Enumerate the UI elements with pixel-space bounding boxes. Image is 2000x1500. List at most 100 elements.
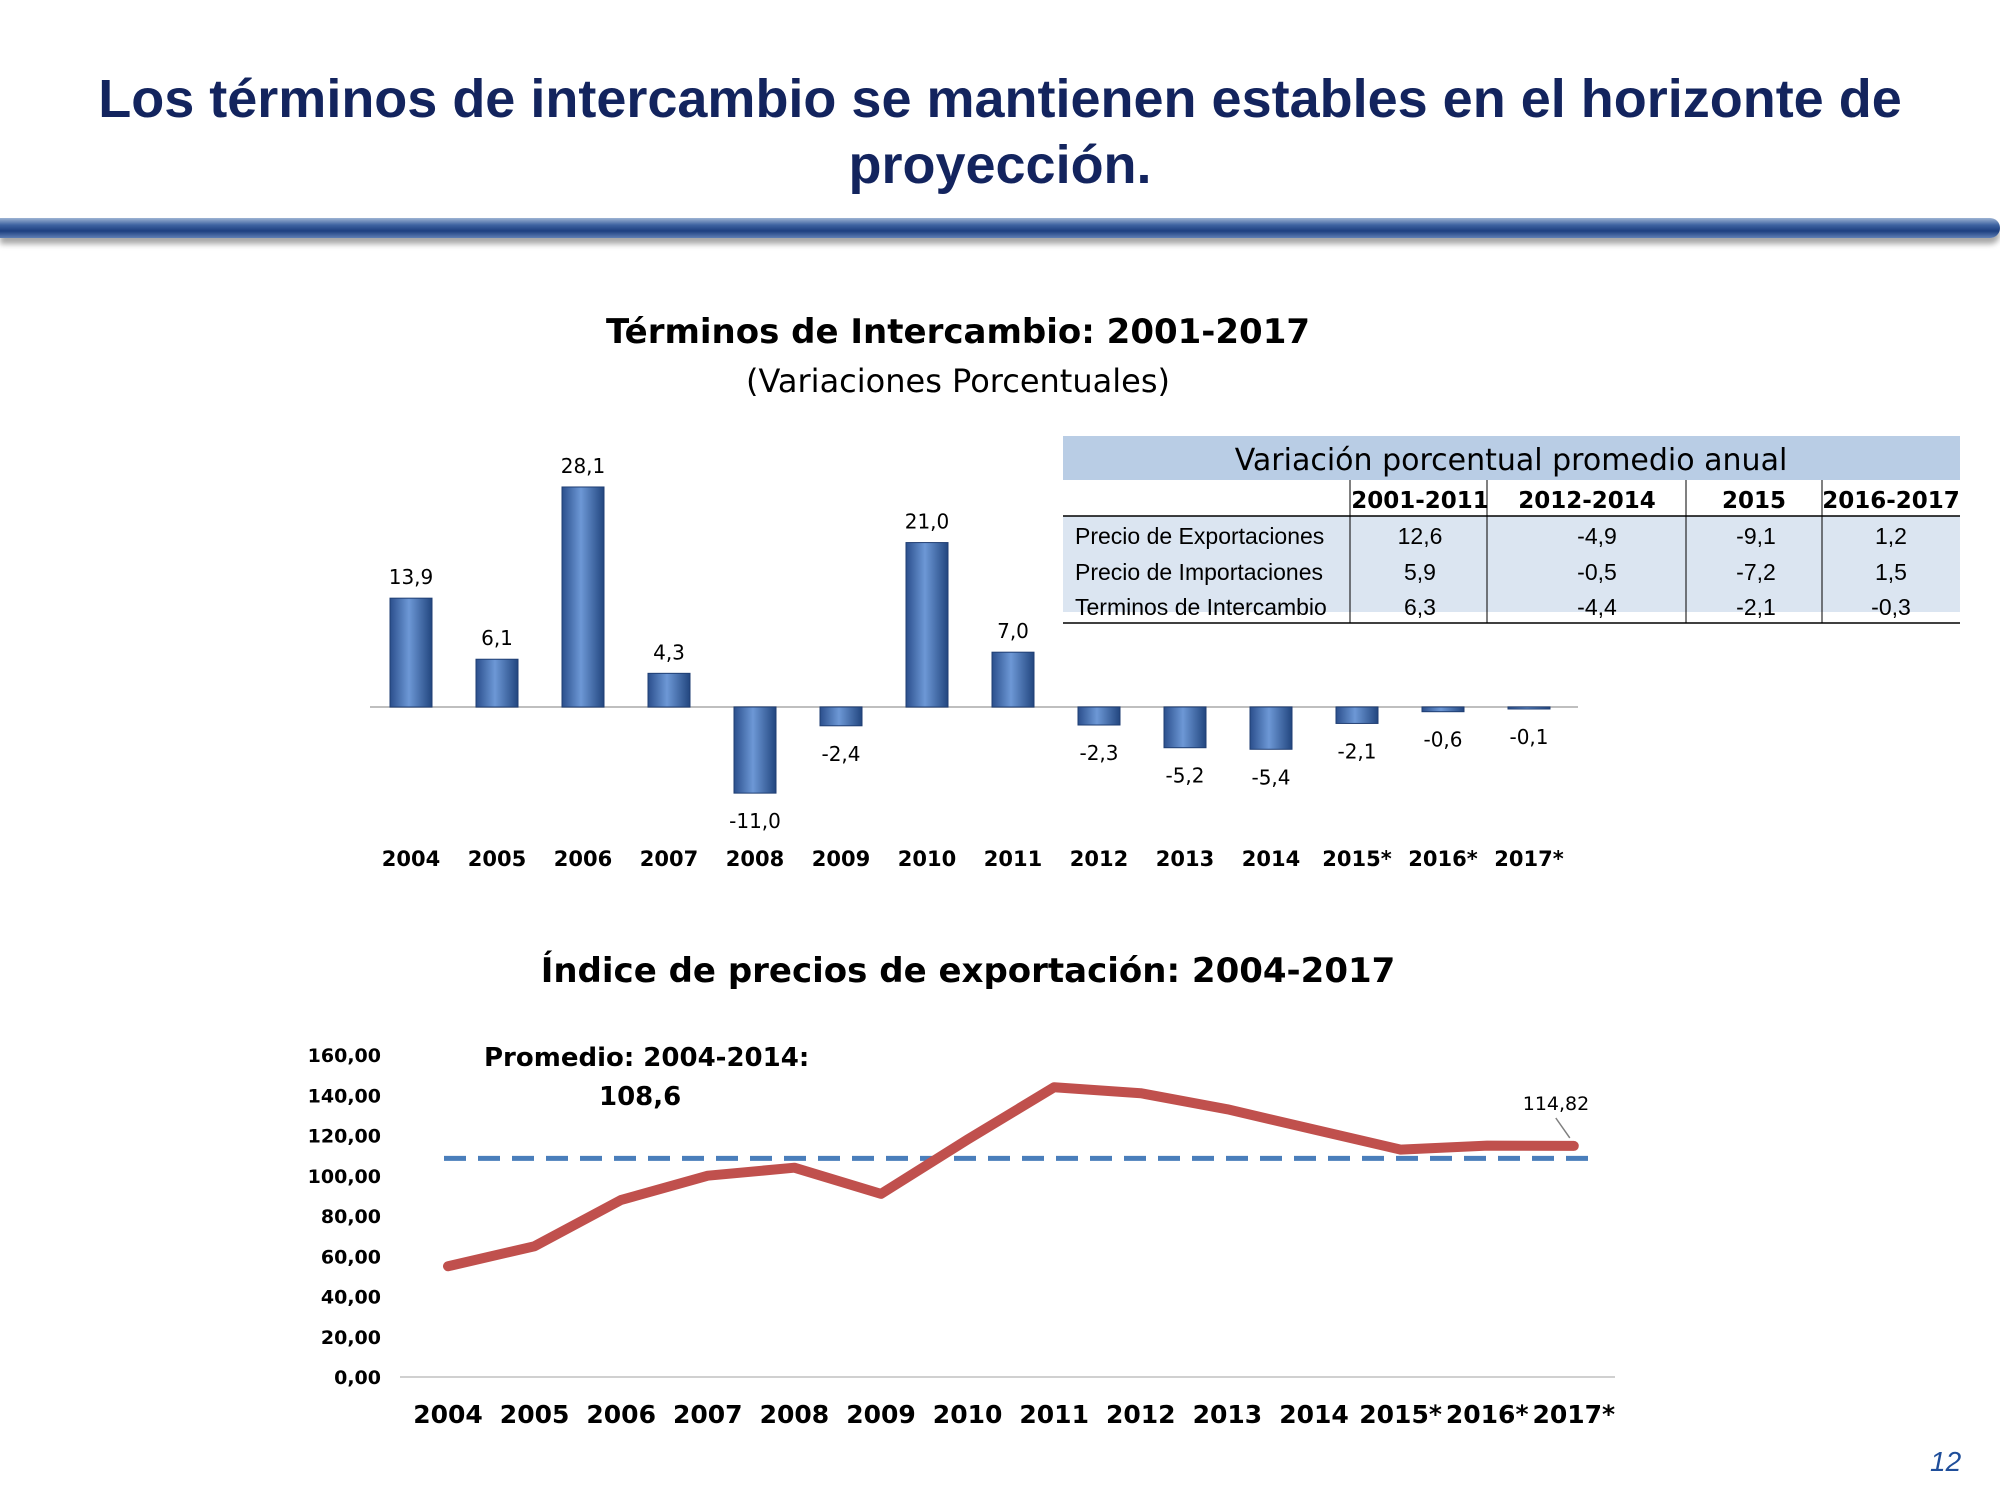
bar-2007	[647, 672, 691, 708]
last-value-label: 114,82	[1523, 1093, 1589, 1115]
bar-2006	[561, 486, 605, 708]
export-price-index-line-chart: 0,00 20,00 40,00 60,00 80,00 100,00 120,00 140,…	[308, 1043, 1615, 1429]
y-tick-label: 40,00	[321, 1287, 381, 1309]
y-tick-label: 60,00	[321, 1246, 381, 1268]
x-tick-label: 2012	[1106, 1400, 1176, 1429]
table-header-row-bg	[1063, 480, 1960, 516]
bar-chart-title: Términos de Intercambio: 2001-2017	[606, 312, 1310, 352]
bar-2009	[819, 706, 863, 727]
bar-2005	[475, 658, 519, 708]
bar-2010	[905, 542, 949, 708]
bar-value-label: -5,4	[1251, 765, 1290, 789]
average-label-line1: Promedio: 2004-2014:	[484, 1043, 809, 1073]
bar-x-tick-label: 2008	[726, 847, 784, 871]
y-tick-label: 80,00	[321, 1206, 381, 1228]
bar-2016-proj	[1421, 706, 1465, 713]
table-cell: 12,6	[1398, 523, 1443, 549]
bar-value-label: 28,1	[561, 454, 606, 478]
table-cell: 1,2	[1875, 523, 1907, 549]
table-cell: -4,4	[1577, 594, 1617, 620]
bar-value-label: 13,9	[389, 565, 434, 589]
y-tick-label: 120,00	[308, 1126, 381, 1148]
y-axis-ticks: 0,00 20,00 40,00 60,00 80,00 100,00 120,00 140,…	[308, 1045, 381, 1389]
bar-value-label: -2,3	[1079, 741, 1118, 765]
bar-value-label: 7,0	[997, 619, 1029, 643]
export-price-line	[443, 1082, 1579, 1272]
x-tick-label: 2007	[673, 1400, 743, 1429]
average-label-value: 108,6	[599, 1082, 681, 1112]
x-tick-label: 2015*	[1359, 1400, 1442, 1429]
bar-value-label: -2,1	[1337, 739, 1376, 763]
bar-2015-proj	[1335, 706, 1379, 724]
table-cell: 1,5	[1875, 559, 1907, 585]
y-tick-label: 20,00	[321, 1327, 381, 1349]
bar-2017-proj	[1507, 706, 1551, 710]
bar-x-tick-label: 2011	[984, 847, 1042, 871]
table-title-band	[1063, 436, 1960, 480]
table-title: Variación porcentual promedio anual	[1235, 443, 1788, 478]
bar-2011	[991, 651, 1035, 708]
y-tick-label: 140,00	[308, 1085, 381, 1107]
table-cell: -7,2	[1736, 559, 1776, 585]
bar-x-tick-label: 2012	[1070, 847, 1128, 871]
bar-x-tick-label: 2013	[1156, 847, 1214, 871]
x-tick-label: 2004	[413, 1400, 483, 1429]
table-cell: 5,9	[1404, 559, 1436, 585]
bar-x-tick-label: 2015*	[1322, 847, 1391, 871]
x-tick-label: 2014	[1279, 1400, 1349, 1429]
bar-x-tick-label: 2007	[640, 847, 698, 871]
x-tick-label: 2017*	[1532, 1400, 1615, 1429]
bar-value-label: -5,2	[1165, 764, 1204, 788]
x-tick-label: 2010	[933, 1400, 1003, 1429]
bar-x-tick-label: 2014	[1242, 847, 1300, 871]
table-cell: -2,1	[1736, 594, 1776, 620]
bar-value-label: 4,3	[653, 640, 685, 664]
bar-x-tick-label: 2004	[382, 847, 440, 871]
bar-value-label: -0,1	[1509, 725, 1548, 749]
y-tick-label: 160,00	[308, 1045, 381, 1067]
bar-x-tick-label: 2017*	[1494, 847, 1563, 871]
table-cell: -0,5	[1577, 559, 1617, 585]
y-tick-label: 0,00	[334, 1367, 381, 1389]
x-tick-label: 2008	[760, 1400, 830, 1429]
x-axis-ticks: 2004 2005 2006 2007 2008 2009 2010 2011 2012 2013…	[413, 1400, 1615, 1429]
table-header-cell: 2012-2014	[1518, 488, 1656, 514]
table-header-cell: 2015	[1722, 488, 1786, 514]
title-divider-bar	[0, 218, 2000, 238]
table-row-label: Terminos de Intercambio	[1075, 594, 1327, 620]
terms-of-trade-bar-chart: Términos de Intercambio: 2001-2017 (Vari…	[370, 312, 1960, 991]
bar-2004	[389, 597, 433, 708]
line-chart-title: Índice de precios de exportación: 2004-2…	[541, 950, 1396, 991]
x-tick-label: 2009	[846, 1400, 916, 1429]
table-row-label: Precio de Importaciones	[1075, 559, 1323, 585]
bar-2008	[733, 706, 777, 794]
slide-title: Los términos de intercambio se mantienen…	[98, 69, 1902, 195]
last-value-leader-line	[1555, 1117, 1571, 1139]
bar-x-tick-label: 2010	[898, 847, 956, 871]
table-cell: -4,9	[1577, 523, 1617, 549]
bar-value-label: 21,0	[905, 510, 950, 534]
table-cell: -0,3	[1871, 594, 1911, 620]
x-tick-label: 2006	[586, 1400, 656, 1429]
x-tick-label: 2005	[500, 1400, 570, 1429]
bar-value-label: -0,6	[1423, 728, 1462, 752]
bar-2013	[1163, 706, 1207, 749]
bar-x-tick-label: 2016*	[1408, 847, 1477, 871]
bar-x-tick-label: 2006	[554, 847, 612, 871]
bar-x-tick-label: 2005	[468, 847, 526, 871]
bar-chart-subtitle: (Variaciones Porcentuales)	[746, 362, 1170, 400]
bar-value-label: -11,0	[729, 809, 781, 833]
x-tick-label: 2011	[1019, 1400, 1089, 1429]
bar-2014	[1249, 706, 1293, 750]
table-header-cell: 2001-2011	[1351, 488, 1489, 514]
page-number: 12	[1930, 1446, 1962, 1477]
x-tick-label: 2016*	[1446, 1400, 1529, 1429]
bar-value-label: 6,1	[481, 626, 513, 650]
x-tick-label: 2013	[1193, 1400, 1263, 1429]
bar-series: 13,9 2004 6,1 2005 28,1 2006 4,3 2007 -11,0 2008 -…	[382, 454, 1564, 871]
table-cell: -9,1	[1736, 523, 1776, 549]
table-header-cell: 2016-2017	[1822, 488, 1960, 514]
bar-value-label: -2,4	[821, 742, 860, 766]
summary-table: Variación porcentual promedio anual 2001…	[1063, 436, 1960, 624]
table-row-label: Precio de Exportaciones	[1075, 523, 1324, 549]
